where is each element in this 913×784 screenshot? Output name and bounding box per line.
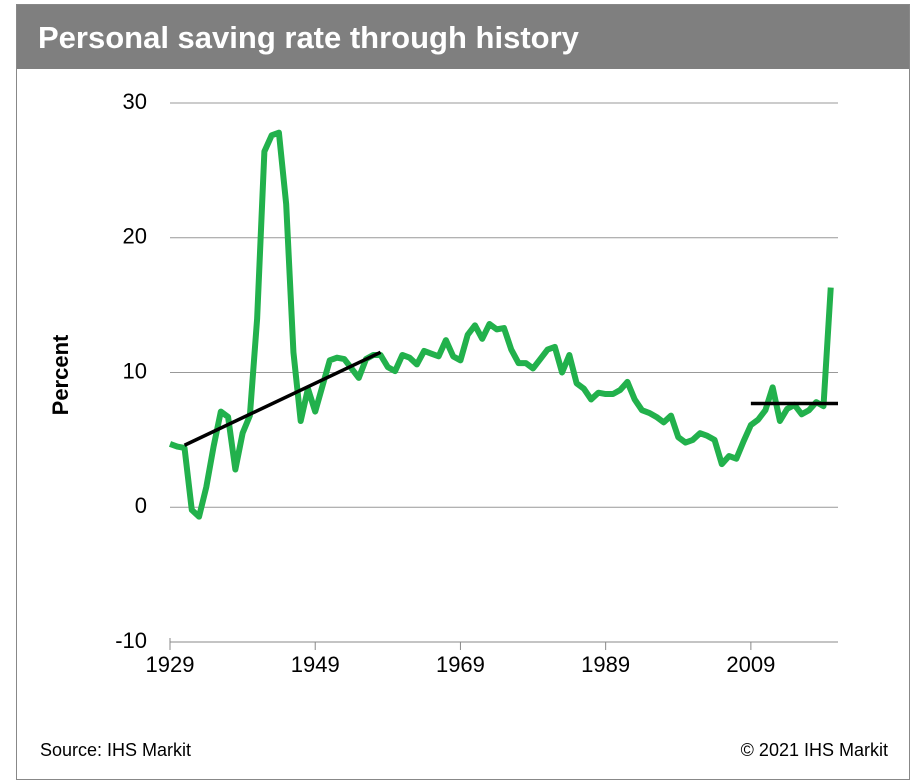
series-line: [168, 129, 834, 520]
y-tick-label: 10: [123, 358, 147, 383]
x-tick-label: 1929: [146, 652, 195, 677]
y-tick-label: 30: [123, 89, 147, 114]
y-tick-label: 0: [135, 493, 147, 518]
copyright: © 2021 IHS Markit: [741, 740, 888, 760]
series-line: [183, 350, 382, 447]
y-axis-label: Percent: [48, 334, 73, 415]
title-band: [17, 5, 909, 69]
x-tick-label: 1969: [436, 652, 485, 677]
x-tick-label: 1949: [291, 652, 340, 677]
x-tick-label: 2009: [726, 652, 775, 677]
frame: [16, 4, 910, 780]
y-tick-label: 20: [123, 224, 147, 249]
source: Source: IHS Markit: [40, 740, 191, 760]
chart-title: Personal saving rate through history: [38, 20, 580, 55]
y-tick-label: -10: [115, 628, 147, 653]
x-tick-label: 1989: [581, 652, 630, 677]
